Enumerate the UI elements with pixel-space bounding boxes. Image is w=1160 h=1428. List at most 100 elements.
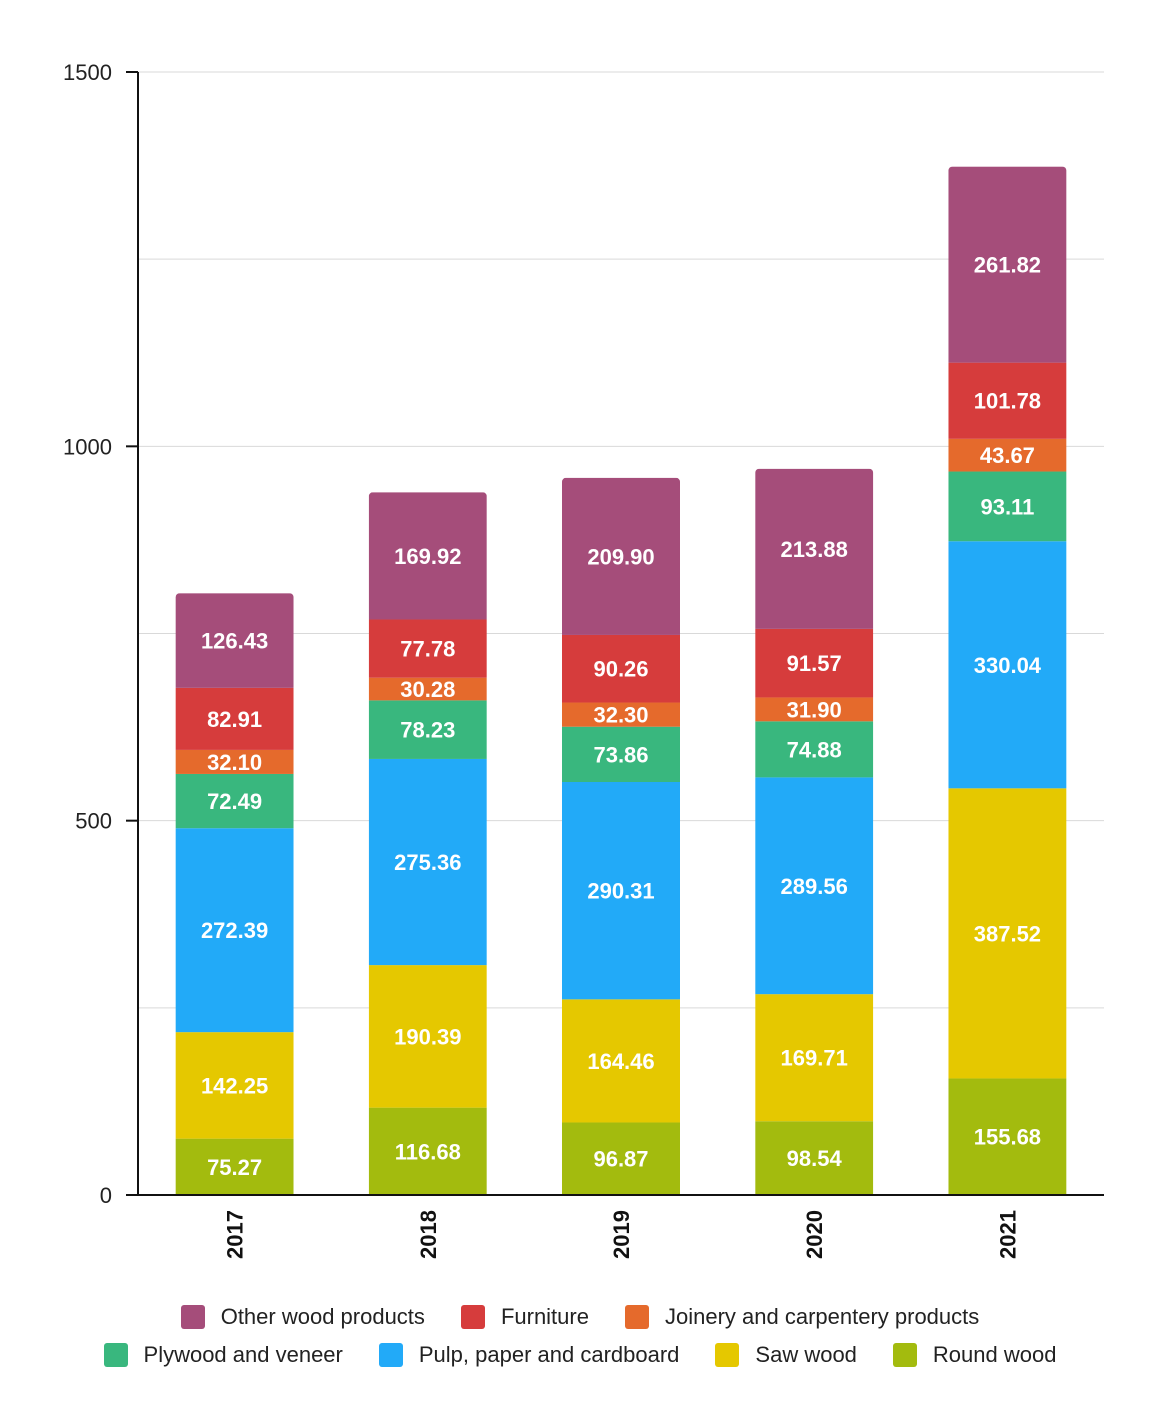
data-label: 190.39 (394, 1024, 461, 1049)
bar-segment (368, 758, 487, 966)
legend-label: Joinery and carpentery products (664, 1304, 980, 1329)
legend-item: Round wood (892, 1342, 1057, 1368)
bar-segment (562, 726, 680, 783)
data-label: 93.11 (980, 494, 1034, 519)
legend-swatch (378, 1343, 403, 1367)
data-label: 43.67 (980, 443, 1035, 468)
data-label: 155.68 (974, 1125, 1041, 1150)
bar-segment (755, 721, 874, 778)
bar-segment (175, 773, 294, 829)
bar-segment (948, 166, 1067, 363)
data-label: 82.91 (207, 707, 262, 732)
bar-stack-2019 (562, 477, 680, 1195)
data-label: 330.04 (974, 653, 1042, 678)
data-label: 126.43 (201, 629, 268, 654)
legend-item: Other wood products (180, 1304, 425, 1330)
data-label: 387.52 (974, 921, 1041, 946)
data-label: 91.57 (787, 651, 842, 676)
legend-item: Joinery and carpentery products (624, 1304, 980, 1330)
data-label: 32.30 (593, 703, 648, 728)
data-label: 74.88 (787, 737, 842, 762)
y-tick-label: 1000 (63, 434, 112, 459)
data-label: 75.27 (207, 1155, 262, 1180)
data-label: 116.68 (395, 1139, 461, 1164)
bar-segment (755, 697, 874, 722)
data-label: 32.10 (207, 750, 262, 775)
legend-item: Pulp, paper and cardboard (378, 1342, 680, 1368)
data-label: 98.54 (787, 1146, 843, 1171)
legend-label: Saw wood (755, 1342, 857, 1367)
bar-segment (562, 634, 680, 703)
legend-swatch (624, 1305, 649, 1329)
bar-segment (562, 782, 680, 1000)
bar-segment (175, 1032, 294, 1139)
data-label: 169.92 (394, 544, 461, 569)
bar-stack-2018 (368, 492, 487, 1195)
data-label: 275.36 (394, 850, 461, 875)
bar-segment (562, 1122, 680, 1195)
y-tick-label: 1500 (63, 60, 112, 85)
data-label: 289.56 (781, 874, 848, 899)
data-label: 290.31 (587, 879, 654, 904)
bar-segment (562, 702, 680, 727)
legend-swatch (103, 1343, 128, 1367)
bar-segment (175, 687, 294, 750)
bar-segment (368, 619, 487, 678)
legend-swatch (715, 1343, 740, 1367)
bar-segment (562, 477, 680, 635)
data-label: 78.23 (400, 718, 455, 743)
bar-segment (175, 593, 294, 688)
bar-segment (368, 492, 487, 620)
data-label: 261.82 (974, 253, 1041, 278)
legend-row-1: Other wood products Furniture Joinery and … (0, 1304, 1160, 1330)
legend-swatch (460, 1305, 485, 1329)
bars: 75.27 142.25 272.39 72.49 32.10 82.91 126.43 11… (175, 166, 1067, 1195)
legend-item: Saw wood (715, 1342, 857, 1368)
bar-segment (368, 1107, 487, 1195)
y-tick-label: 500 (75, 809, 112, 834)
legend-item: Furniture (460, 1304, 589, 1330)
legend-row-2: Plywood and veneer Pulp, paper and cardbo… (0, 1342, 1160, 1368)
bar-segment (948, 438, 1067, 472)
bar-segment (755, 994, 874, 1122)
bar-segment (175, 828, 294, 1033)
bar-stack-2021 (948, 166, 1067, 1195)
bar-segment (948, 471, 1067, 542)
data-label: 213.88 (781, 537, 848, 562)
bar-segment (562, 999, 680, 1123)
bar-segment (948, 788, 1067, 1079)
x-tick-label: 2017 (223, 1210, 248, 1259)
bar-segment (948, 541, 1067, 789)
axes: 2017 2018 2019 2020 2021 0 500 1000 1500 (63, 60, 1104, 1259)
data-label: 72.49 (207, 789, 262, 814)
bar-segment (948, 362, 1067, 439)
legend-item: Plywood and veneer (103, 1342, 343, 1368)
bar-segment (368, 965, 487, 1108)
bar-segment (175, 749, 294, 774)
bar-segment (175, 1138, 294, 1195)
data-label: 73.86 (593, 742, 648, 767)
data-label: 31.90 (787, 697, 842, 722)
bar-segment (755, 1121, 874, 1195)
bar-segment (755, 468, 874, 629)
data-label: 164.46 (587, 1049, 654, 1074)
y-tick-label: 0 (100, 1183, 112, 1208)
bar-segment (755, 628, 874, 698)
data-label: 142.25 (201, 1073, 268, 1098)
data-label: 101.78 (974, 389, 1041, 414)
x-tick-label: 2019 (609, 1210, 634, 1259)
data-label: 96.87 (593, 1147, 648, 1172)
legend-label: Plywood and veneer (143, 1342, 343, 1367)
x-tick-label: 2021 (995, 1210, 1020, 1259)
bar-stack-2017 (175, 593, 294, 1195)
data-label: 90.26 (593, 657, 648, 682)
data-label: 169.71 (781, 1046, 848, 1071)
data-label: 30.28 (400, 677, 455, 702)
legend-label: Pulp, paper and cardboard (418, 1342, 680, 1367)
legend-label: Furniture (500, 1304, 589, 1329)
legend-label: Round wood (932, 1342, 1057, 1367)
legend-swatch (180, 1305, 205, 1329)
x-tick-label: 2018 (416, 1210, 441, 1259)
data-label: 77.78 (400, 637, 455, 662)
